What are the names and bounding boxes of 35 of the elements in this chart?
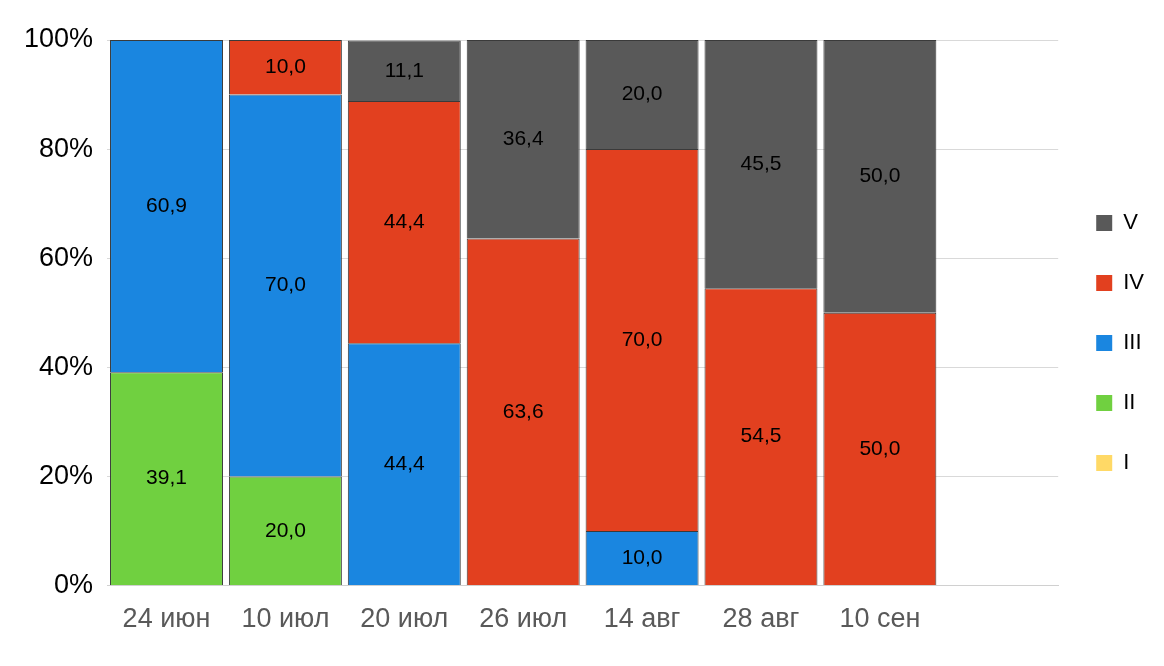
x-tick-label: 20 июл [360, 603, 449, 634]
legend-label: IV [1123, 269, 1145, 295]
x-tick-label: 24 июн [122, 603, 211, 634]
x-tick-label: 14 авг [603, 603, 681, 634]
y-tick-label: 80% [39, 132, 94, 163]
x-tick-label: 10 сен [839, 603, 921, 634]
x-tick-label: 26 июл [479, 603, 568, 634]
data-label: 20,0 [264, 517, 306, 541]
legend-label: III [1123, 329, 1142, 355]
legend-label: I [1123, 449, 1130, 475]
data-label: 44,4 [383, 209, 426, 233]
x-tick-label: 10 июл [241, 603, 330, 634]
y-tick-label: 40% [39, 350, 94, 381]
data-label: 44,4 [383, 451, 426, 475]
data-label: 10,0 [621, 544, 663, 568]
data-label: 45,5 [740, 150, 782, 174]
data-label: 60,9 [146, 192, 187, 216]
data-label: 70,0 [621, 326, 663, 350]
y-tick-label: 60% [39, 241, 94, 272]
legend-label: II [1123, 389, 1136, 415]
data-label: 10,0 [264, 54, 306, 78]
y-tick-label: 100% [23, 23, 94, 54]
data-label: 36,4 [502, 126, 544, 150]
y-tick-label: 20% [39, 459, 94, 490]
y-tick-label: 0% [54, 569, 94, 600]
data-label: 70,0 [264, 272, 306, 296]
legend-label: V [1123, 209, 1139, 235]
data-label: 63,6 [502, 398, 544, 422]
data-label: 50,0 [859, 435, 901, 459]
data-label: 54,5 [740, 423, 782, 447]
data-label: 39,1 [146, 465, 187, 489]
data-label: 20,0 [621, 81, 663, 105]
data-label: 50,0 [859, 163, 901, 187]
data-label: 11,1 [384, 57, 424, 81]
x-tick-label: 28 авг [722, 603, 800, 634]
